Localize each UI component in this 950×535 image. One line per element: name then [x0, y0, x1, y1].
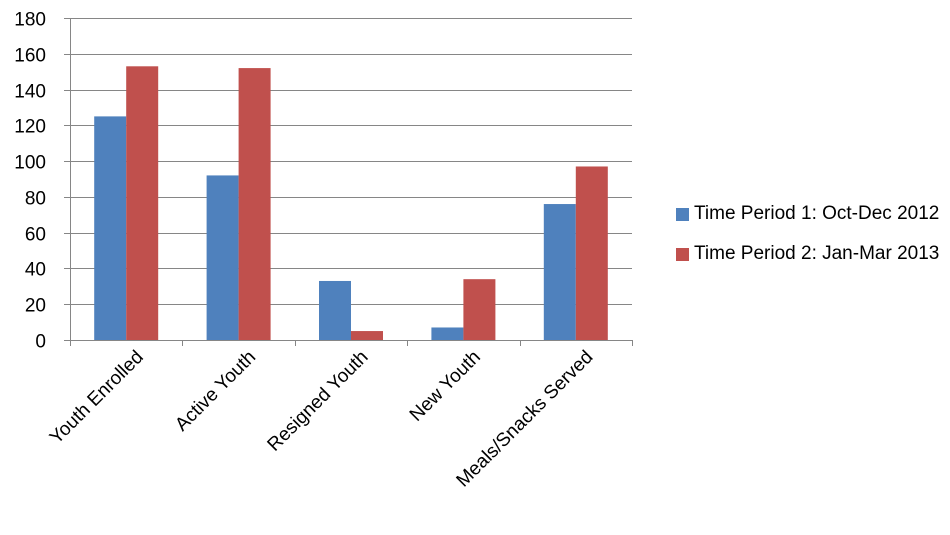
bar-series-1-meals-snacks-served — [543, 204, 576, 340]
legend-item-series-1: Time Period 1: Oct-Dec 2012 — [674, 200, 950, 228]
x-category-label-2: Active Youth — [171, 347, 260, 436]
bars — [94, 66, 608, 341]
bar-series-2-new-youth — [463, 279, 496, 340]
y-tick-label-100: 100 — [14, 153, 46, 174]
bar-series-2-meals-snacks-served — [575, 166, 608, 340]
y-tick-label-60: 60 — [25, 225, 46, 246]
x-axis-category-labels: Youth Enrolled Active Youth Resigned Youth… — [46, 347, 597, 492]
bar-series-2-resigned-youth — [351, 331, 383, 340]
legend-swatch-series-1 — [676, 208, 689, 221]
bar-series-2-active-youth — [238, 68, 271, 340]
x-category-label-4: New Youth — [406, 347, 485, 426]
legend-item-series-2: Time Period 2: Jan-Mar 2013 — [674, 240, 950, 268]
y-tick-label-120: 120 — [14, 117, 46, 138]
legend: Time Period 1: Oct-Dec 2012 Time Period … — [674, 200, 950, 280]
bar-series-2-youth-enrolled — [126, 66, 159, 341]
y-tick-label-80: 80 — [25, 189, 46, 210]
y-tick-label-140: 140 — [14, 82, 46, 103]
y-tick-label-40: 40 — [25, 260, 46, 281]
legend-swatch-series-2 — [676, 248, 689, 261]
legend-label-series-2: Time Period 2: Jan-Mar 2013 — [694, 243, 940, 264]
y-tick-label-160: 160 — [14, 46, 46, 67]
x-category-label-1: Youth Enrolled — [46, 347, 148, 449]
y-tick-label-20: 20 — [25, 296, 46, 317]
bar-series-1-resigned-youth — [319, 280, 351, 340]
x-category-label-3: Resigned Youth — [264, 347, 373, 456]
bar-series-1-youth-enrolled — [94, 116, 127, 340]
gridlines — [70, 18, 632, 305]
bar-series-1-new-youth — [431, 327, 464, 340]
legend-label-series-1: Time Period 1: Oct-Dec 2012 — [694, 203, 940, 224]
y-tick-label-0: 0 — [35, 332, 46, 353]
y-tick-label-180: 180 — [14, 10, 46, 31]
bar-series-1-active-youth — [206, 175, 239, 340]
y-axis-tick-labels: 0 20 40 60 80 100 120 140 160 180 — [14, 10, 46, 353]
axes — [64, 18, 633, 346]
